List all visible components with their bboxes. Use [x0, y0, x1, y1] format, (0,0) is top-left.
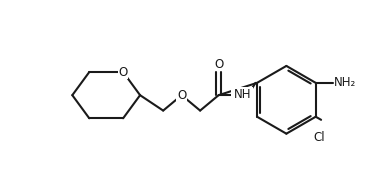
Text: O: O [214, 58, 223, 70]
Text: O: O [177, 89, 186, 102]
Text: NH: NH [232, 87, 249, 100]
Text: NH₂: NH₂ [334, 76, 356, 89]
Text: O: O [119, 66, 128, 79]
Text: NH: NH [235, 88, 253, 101]
Text: NH: NH [234, 88, 251, 101]
Text: Cl: Cl [313, 131, 325, 144]
